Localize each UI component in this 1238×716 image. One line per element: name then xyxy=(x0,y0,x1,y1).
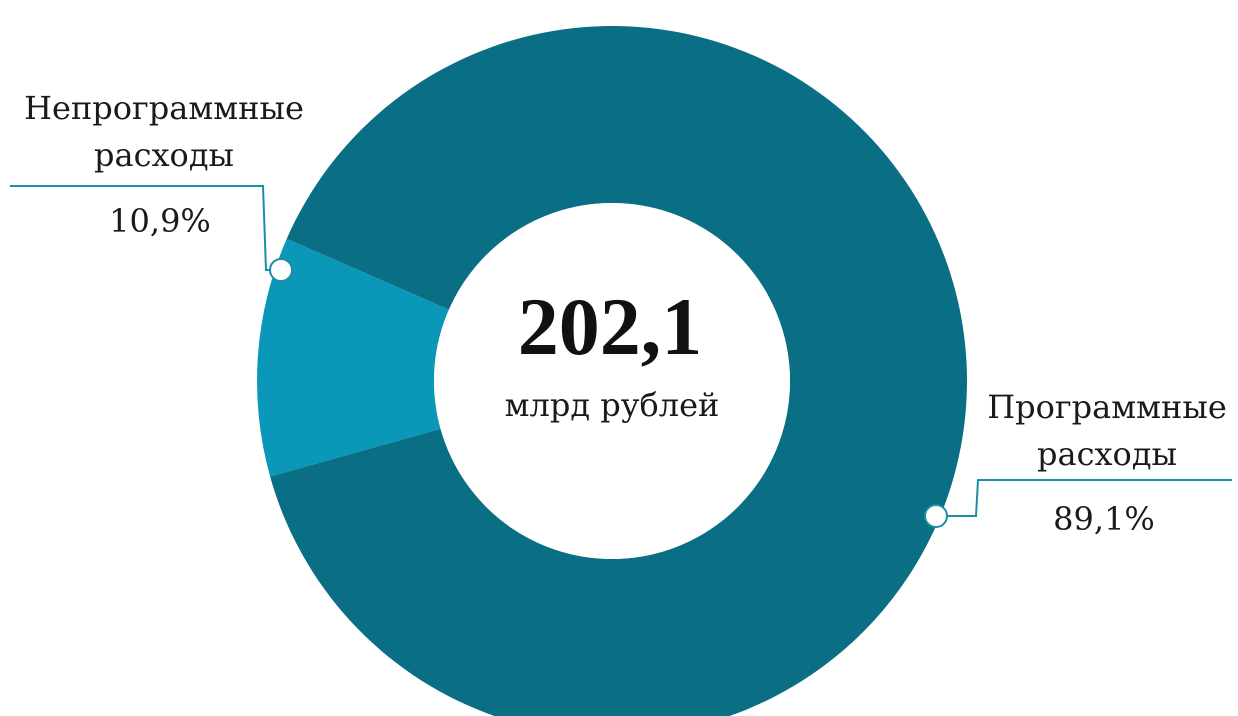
slice-label-program-line2: расходы xyxy=(1037,435,1177,473)
center-unit-label: млрд рублей xyxy=(505,386,720,424)
slice-program xyxy=(270,26,967,716)
leader-dot-program xyxy=(924,504,948,528)
center-total-value: 202,1 xyxy=(518,281,703,372)
slice-value-program: 89,1% xyxy=(1053,500,1155,538)
leader-dot-nonprogram xyxy=(269,258,293,282)
leader-lines xyxy=(10,185,1232,528)
slice-label-nonprogram-line1: Непрограммные xyxy=(24,89,304,127)
slice-label-nonprogram-line2: расходы xyxy=(94,136,234,174)
slice-value-nonprogram: 10,9% xyxy=(109,202,211,240)
slice-label-program-line1: Программные xyxy=(987,388,1227,426)
leader-line-program xyxy=(937,479,1232,517)
donut-slices xyxy=(257,26,967,716)
donut-hole xyxy=(434,203,790,559)
slice-nonprogram xyxy=(257,238,449,477)
